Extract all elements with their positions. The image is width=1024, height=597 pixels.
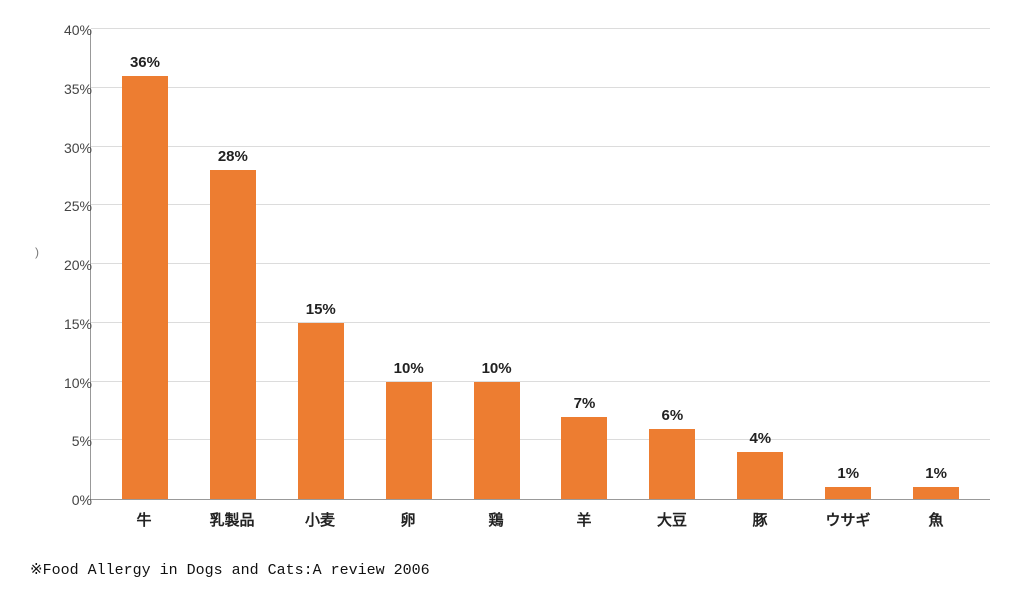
bar-group: 6% (628, 30, 716, 499)
plot-area: 36% 28% 15% 10% 10% 7% 6% 4% 1% 1% (90, 30, 990, 500)
x-axis-category-label: 鶏 (452, 509, 540, 530)
y-axis-tick-label: 5% (42, 433, 92, 449)
chart-footnote: ※Food Allergy in Dogs and Cats:A review … (30, 560, 430, 579)
bar-value-label: 10% (394, 360, 424, 377)
bar-value-label: 1% (837, 465, 859, 482)
bar (122, 76, 168, 499)
bar-value-label: 10% (482, 360, 512, 377)
bar-value-label: 28% (218, 148, 248, 165)
bar-value-label: 4% (749, 430, 771, 447)
y-axis-cap-mark: ) (35, 245, 39, 259)
x-axis-category-label: 羊 (540, 509, 628, 530)
y-axis-tick-label: 35% (42, 81, 92, 97)
bar-value-label: 1% (925, 465, 947, 482)
y-axis-tick-label: 40% (42, 22, 92, 38)
bar-group: 28% (189, 30, 277, 499)
bar-group: 7% (541, 30, 629, 499)
bar (913, 487, 959, 499)
bar (298, 323, 344, 499)
x-axis-category-label: 乳製品 (188, 509, 276, 530)
x-axis-category-label: 大豆 (628, 509, 716, 530)
bar-group: 15% (277, 30, 365, 499)
bar-group: 10% (453, 30, 541, 499)
bar-group: 1% (892, 30, 980, 499)
bars-region: 36% 28% 15% 10% 10% 7% 6% 4% 1% 1% (91, 30, 990, 499)
y-axis-tick-label: 10% (42, 375, 92, 391)
bar-value-label: 7% (574, 395, 596, 412)
bar (474, 382, 520, 500)
bar-group: 10% (365, 30, 453, 499)
bar-value-label: 6% (662, 407, 684, 424)
bar (386, 382, 432, 500)
bar (737, 452, 783, 499)
y-axis-tick-label: 15% (42, 316, 92, 332)
x-axis-labels: 牛乳製品小麦卵鶏羊大豆豚ウサギ魚 (90, 509, 990, 530)
bar-value-label: 15% (306, 301, 336, 318)
x-axis-category-label: 魚 (892, 509, 980, 530)
y-axis-tick-label: 20% (42, 257, 92, 273)
bar (825, 487, 871, 499)
bar-group: 4% (716, 30, 804, 499)
bar-value-label: 36% (130, 54, 160, 71)
y-axis-tick-label: 25% (42, 198, 92, 214)
x-axis-category-label: 小麦 (276, 509, 364, 530)
bar-group: 36% (101, 30, 189, 499)
bar (649, 429, 695, 500)
x-axis-category-label: 卵 (364, 509, 452, 530)
x-axis-category-label: 牛 (100, 509, 188, 530)
chart-container: ) 36% 28% 15% 10% 10% 7% 6% 4% 1% 1% 0% 5% 10% 15% 20… (30, 20, 1000, 540)
bar (210, 170, 256, 499)
bar (561, 417, 607, 499)
x-axis-category-label: 豚 (716, 509, 804, 530)
x-axis-category-label: ウサギ (804, 509, 892, 530)
y-axis-tick-label: 30% (42, 140, 92, 156)
gridline (91, 28, 990, 29)
y-axis-tick-label: 0% (42, 492, 92, 508)
bar-group: 1% (804, 30, 892, 499)
